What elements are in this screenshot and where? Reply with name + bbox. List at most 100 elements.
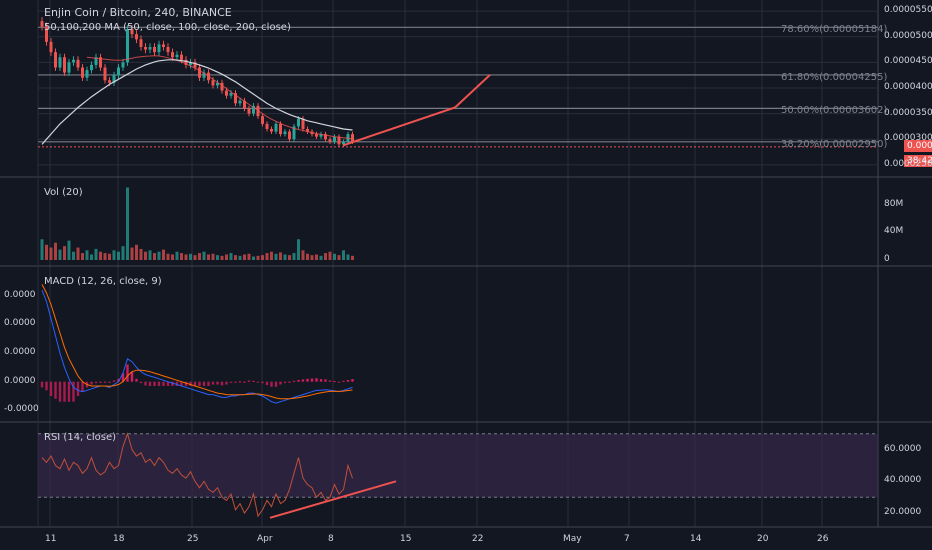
volume-bar — [112, 250, 116, 260]
candle-body — [292, 126, 296, 140]
volume-bar — [85, 250, 89, 260]
macd-histogram-bar — [157, 381, 161, 386]
volume-bar — [270, 251, 273, 260]
macd-histogram-bar — [220, 381, 224, 386]
macd-histogram-bar — [63, 381, 66, 402]
candle-body — [108, 80, 111, 83]
macd-histogram-bar — [76, 381, 80, 396]
candle-body — [193, 62, 197, 68]
countdown-tag: 38:42 — [904, 155, 932, 167]
rsi-trendline — [269, 480, 397, 519]
candle-body — [135, 34, 138, 40]
fib-level-label: 38.20%(0.00002950) — [781, 138, 888, 150]
candle-body — [153, 46, 156, 53]
ma-legend: 50,100,200 MA (50, close, 100, close, 20… — [44, 22, 291, 33]
x-tick-label: 22 — [472, 534, 484, 544]
volume-bar — [99, 251, 102, 260]
macd-histogram-bar — [225, 381, 228, 385]
macd-histogram-bar — [252, 380, 255, 382]
x-tick-label: 20 — [757, 534, 769, 544]
candle-body — [121, 62, 125, 68]
macd-histogram-bar — [112, 380, 116, 382]
candle-body — [162, 44, 165, 47]
macd-histogram-bar — [67, 381, 71, 402]
volume-bar — [274, 253, 278, 260]
macd-histogram-bar — [121, 373, 125, 382]
volume-bar — [49, 247, 53, 260]
candle-body — [67, 62, 71, 73]
macd-histogram-bar — [45, 381, 48, 391]
volume-bar — [117, 251, 120, 260]
volume-bar — [207, 254, 210, 260]
macd-histogram-bar — [117, 378, 120, 382]
macd-histogram-bar — [103, 381, 107, 383]
volume-bar — [193, 255, 197, 260]
macd-histogram-bar — [261, 381, 264, 384]
ma50-line — [86, 55, 353, 140]
macd-histogram-bar — [234, 381, 237, 383]
volume-bar — [346, 254, 350, 260]
volume-bar — [130, 247, 134, 260]
volume-bar — [283, 254, 287, 260]
volume-bar — [288, 255, 291, 260]
candle-body — [85, 70, 89, 78]
rsi-tick-label: 20.0000 — [884, 507, 922, 518]
candle-body — [319, 134, 323, 137]
candle-body — [279, 123, 282, 135]
macd-histogram-bar — [184, 381, 188, 386]
macd-histogram-bar — [58, 381, 62, 402]
macd-histogram-bar — [256, 381, 260, 383]
volume-bar — [76, 247, 80, 260]
candle-body — [315, 134, 318, 137]
volume-bar — [319, 255, 323, 260]
macd-histogram-bar — [351, 379, 354, 382]
volume-bar — [189, 253, 192, 260]
macd-tick-label: 0.0000 — [4, 347, 36, 358]
macd-signal-line — [41, 284, 353, 400]
candle-body — [157, 44, 161, 53]
price-tick-label: 0.00002500 — [884, 158, 932, 169]
macd-histogram-bar — [144, 381, 147, 386]
macd-histogram-bar — [301, 379, 305, 382]
volume-bar — [54, 242, 57, 260]
candle-body — [189, 62, 192, 65]
macd-histogram-bar — [283, 381, 287, 384]
macd-histogram-bar — [333, 381, 336, 383]
macd-histogram-bar — [162, 381, 165, 386]
macd-histogram-bar — [54, 381, 57, 399]
candle-body — [351, 134, 354, 142]
macd-histogram-bar — [180, 381, 183, 386]
x-tick-label: 15 — [400, 534, 412, 544]
x-tick-label: 8 — [328, 534, 334, 544]
macd-histogram-bar — [126, 364, 129, 382]
candle-body — [297, 118, 300, 127]
macd-histogram-bar — [130, 371, 134, 382]
macd-tick-label: 0.0000 — [4, 289, 36, 300]
macd-histogram-bar — [99, 381, 102, 383]
volume-bar — [342, 250, 345, 260]
macd-histogram-bar — [216, 381, 219, 385]
volume-bar — [94, 248, 98, 260]
x-tick-label: 7 — [624, 534, 630, 544]
volume-bar — [351, 255, 354, 260]
candle-body — [49, 41, 53, 53]
volume-bar — [297, 239, 300, 260]
x-tick-label: May — [563, 534, 582, 544]
rsi-tick-label: 40.0000 — [884, 475, 922, 486]
macd-tick-label: 0.0000 — [4, 318, 36, 329]
macd-histogram-bar — [108, 381, 111, 383]
volume-bar — [103, 253, 107, 260]
volume-bar — [90, 254, 93, 260]
candle-body — [225, 90, 228, 96]
candle-body — [63, 57, 66, 73]
macd-histogram-bar — [211, 381, 215, 385]
macd-histogram-bar — [328, 380, 332, 382]
volume-bar — [306, 253, 309, 260]
candle-body — [265, 123, 269, 129]
macd-histogram-bar — [238, 381, 242, 383]
candle-body — [220, 82, 224, 91]
volume-bar — [229, 253, 233, 260]
